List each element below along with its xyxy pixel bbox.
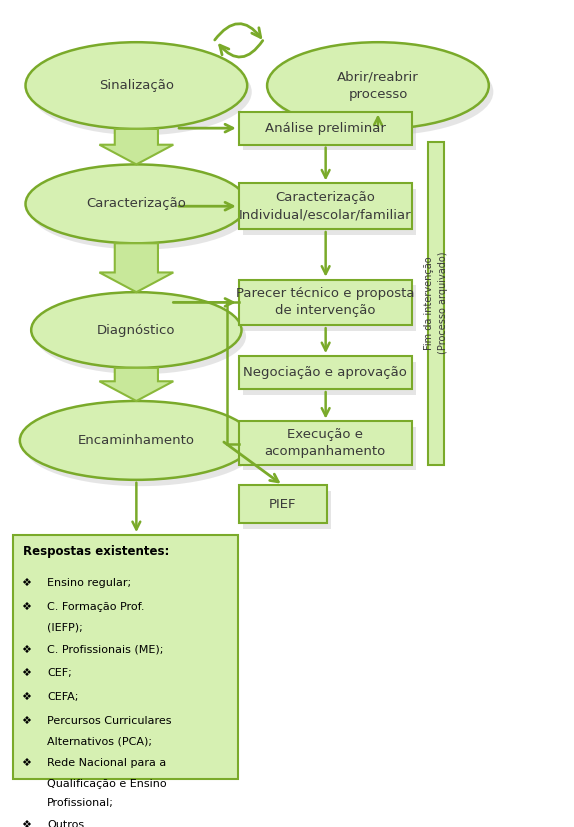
FancyBboxPatch shape — [243, 189, 416, 235]
Text: Encaminhamento: Encaminhamento — [78, 434, 195, 447]
FancyBboxPatch shape — [13, 535, 238, 780]
Ellipse shape — [25, 42, 247, 129]
Text: C. Profissionais (ME);: C. Profissionais (ME); — [47, 644, 164, 655]
Text: Caracterização: Caracterização — [87, 198, 187, 210]
Ellipse shape — [30, 170, 252, 250]
Text: Alternativos (PCA);: Alternativos (PCA); — [47, 736, 152, 746]
FancyBboxPatch shape — [243, 285, 416, 331]
Text: Outros...: Outros... — [47, 820, 95, 827]
Text: ❖: ❖ — [22, 820, 32, 827]
Text: Sinalização: Sinalização — [99, 79, 174, 92]
Text: Caracterização
Individual/escolar/familiar: Caracterização Individual/escolar/famili… — [239, 191, 412, 221]
FancyBboxPatch shape — [243, 427, 416, 471]
Text: Diagnóstico: Diagnóstico — [97, 323, 176, 337]
Text: Parecer técnico e proposta
de intervenção: Parecer técnico e proposta de intervençã… — [236, 288, 414, 318]
FancyBboxPatch shape — [239, 280, 412, 325]
FancyBboxPatch shape — [243, 361, 416, 394]
Ellipse shape — [30, 49, 252, 136]
Text: ❖: ❖ — [22, 715, 32, 725]
Polygon shape — [99, 129, 173, 165]
Text: (IEFP);: (IEFP); — [47, 623, 83, 633]
Text: ❖: ❖ — [22, 602, 32, 612]
FancyBboxPatch shape — [239, 356, 412, 390]
Text: ❖: ❖ — [22, 668, 32, 678]
Text: Ensino regular;: Ensino regular; — [47, 578, 131, 588]
Ellipse shape — [20, 401, 253, 480]
Ellipse shape — [36, 299, 246, 374]
Text: Profissional;: Profissional; — [47, 797, 114, 808]
Text: Negociação e aprovação: Negociação e aprovação — [243, 366, 408, 379]
Text: Respostas existentes:: Respostas existentes: — [23, 545, 169, 558]
Text: CEF;: CEF; — [47, 668, 72, 678]
FancyBboxPatch shape — [239, 422, 412, 465]
Ellipse shape — [267, 42, 489, 129]
Ellipse shape — [25, 165, 247, 243]
Text: CEFA;: CEFA; — [47, 692, 79, 702]
Text: ❖: ❖ — [22, 578, 32, 588]
Polygon shape — [99, 243, 173, 292]
Text: PIEF: PIEF — [269, 498, 297, 511]
FancyBboxPatch shape — [243, 117, 416, 151]
Text: Execução e
acompanhamento: Execução e acompanhamento — [265, 428, 386, 458]
Polygon shape — [99, 368, 173, 401]
Text: ❖: ❖ — [22, 692, 32, 702]
Text: Qualificação e Ensino: Qualificação e Ensino — [47, 779, 166, 789]
FancyBboxPatch shape — [239, 485, 327, 523]
Text: ❖: ❖ — [22, 644, 32, 655]
Text: Rede Nacional para a: Rede Nacional para a — [47, 758, 166, 768]
Text: Fim da intervenção
(Processo arquivado): Fim da intervenção (Processo arquivado) — [424, 252, 448, 355]
FancyBboxPatch shape — [243, 491, 331, 528]
Text: Análise preliminar: Análise preliminar — [265, 122, 386, 135]
Text: Abrir/reabrir
processo: Abrir/reabrir processo — [337, 70, 419, 101]
Ellipse shape — [31, 292, 242, 368]
Text: ❖: ❖ — [22, 758, 32, 768]
Ellipse shape — [272, 49, 493, 136]
Text: Percursos Curriculares: Percursos Curriculares — [47, 715, 172, 725]
Ellipse shape — [24, 407, 258, 486]
FancyBboxPatch shape — [239, 112, 412, 145]
Text: C. Formação Prof.: C. Formação Prof. — [47, 602, 145, 612]
FancyBboxPatch shape — [239, 184, 412, 229]
FancyBboxPatch shape — [428, 141, 444, 465]
